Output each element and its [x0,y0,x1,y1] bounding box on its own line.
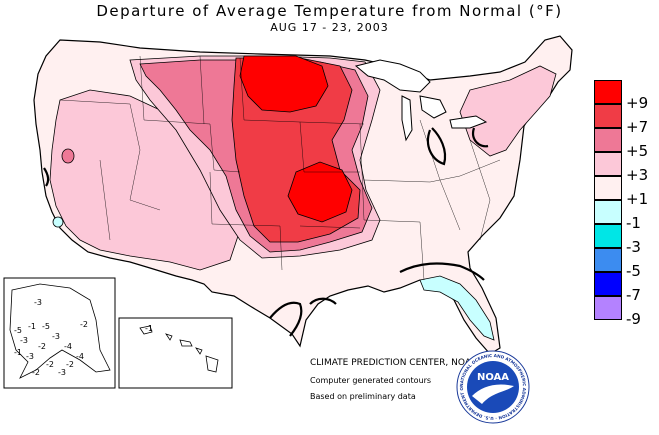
alaska-label: -2 [32,368,40,377]
alaska-label: -4 [76,352,84,361]
noaa-logo-icon: NATIONAL OCEANIC AND ATMOSPHERIC ADMINIS… [456,350,530,424]
contour-plus9-central [287,161,353,223]
map-title: Departure of Average Temperature from No… [96,2,563,20]
legend-label: +7 [626,118,649,136]
legend-label: +5 [626,142,649,160]
credit-line-data: Based on preliminary data [310,392,416,401]
alaska-label: -3 [26,352,34,361]
legend-label: -1 [626,214,641,232]
contour-plus9-north [239,55,329,113]
legend-swatch [594,248,622,272]
legend-row: -7 [594,272,658,303]
legend-swatch [594,80,622,104]
map-subtitle: AUG 17 - 23, 2003 [270,21,389,34]
legend: +9 +7 +5 +3 +1 -1 -3 -5 [594,80,658,327]
legend-label: -7 [626,286,641,304]
alaska-label: -3 [52,332,60,341]
legend-row: +3 [594,152,658,183]
legend-row: -1 [594,200,658,231]
legend-label: -5 [626,262,641,280]
alaska-inset [3,277,116,389]
legend-row: -9 [594,296,658,327]
zero-contours [43,127,489,337]
legend-label: -3 [626,238,641,256]
legend-label: +9 [626,94,649,112]
legend-swatch [594,104,622,128]
legend-swatch [594,152,622,176]
contour-minus1-florida [419,275,495,341]
legend-row: +9 [594,80,658,111]
hawaii-inset [118,317,233,389]
hawaii-label: -1 [145,324,153,333]
contour-plus3-east [459,65,557,157]
legend-label: +1 [626,190,649,208]
legend-label: +3 [626,166,649,184]
alaska-label: -1 [14,348,22,357]
legend-swatch [594,224,622,248]
legend-swatch [594,272,622,296]
legend-swatch [594,128,622,152]
contour-plus5-california [61,148,75,164]
alaska-label: -4 [64,342,72,351]
legend-row: +1 [594,176,658,207]
alaska-label: -3 [34,298,42,307]
alaska-label: -5 [42,322,50,331]
state-boundaries [59,55,501,281]
alaska-label: -5 [14,326,22,335]
alaska-label: -2 [46,360,54,369]
alaska-label: -1 [28,322,36,331]
legend-swatch [594,200,622,224]
legend-row: +5 [594,128,658,159]
alaska-label: -2 [66,360,74,369]
legend-label: -9 [626,310,641,328]
alaska-label: -2 [80,320,88,329]
alaska-label: -2 [38,342,46,351]
credit-center: CLIMATE PREDICTION CENTER, NOAA [310,358,478,368]
noaa-logo-text: NOAA [477,372,509,383]
legend-row: +7 [594,104,658,135]
contour-minus1-socal [52,216,64,228]
alaska-label: -3 [58,368,66,377]
great-lakes [354,59,488,142]
legend-row: -5 [594,248,658,279]
alaska-label: -3 [20,336,28,345]
legend-row: -3 [594,224,658,255]
legend-swatch [594,176,622,200]
credit-line-contours: Computer generated contours [310,376,432,385]
legend-swatch [594,296,622,320]
